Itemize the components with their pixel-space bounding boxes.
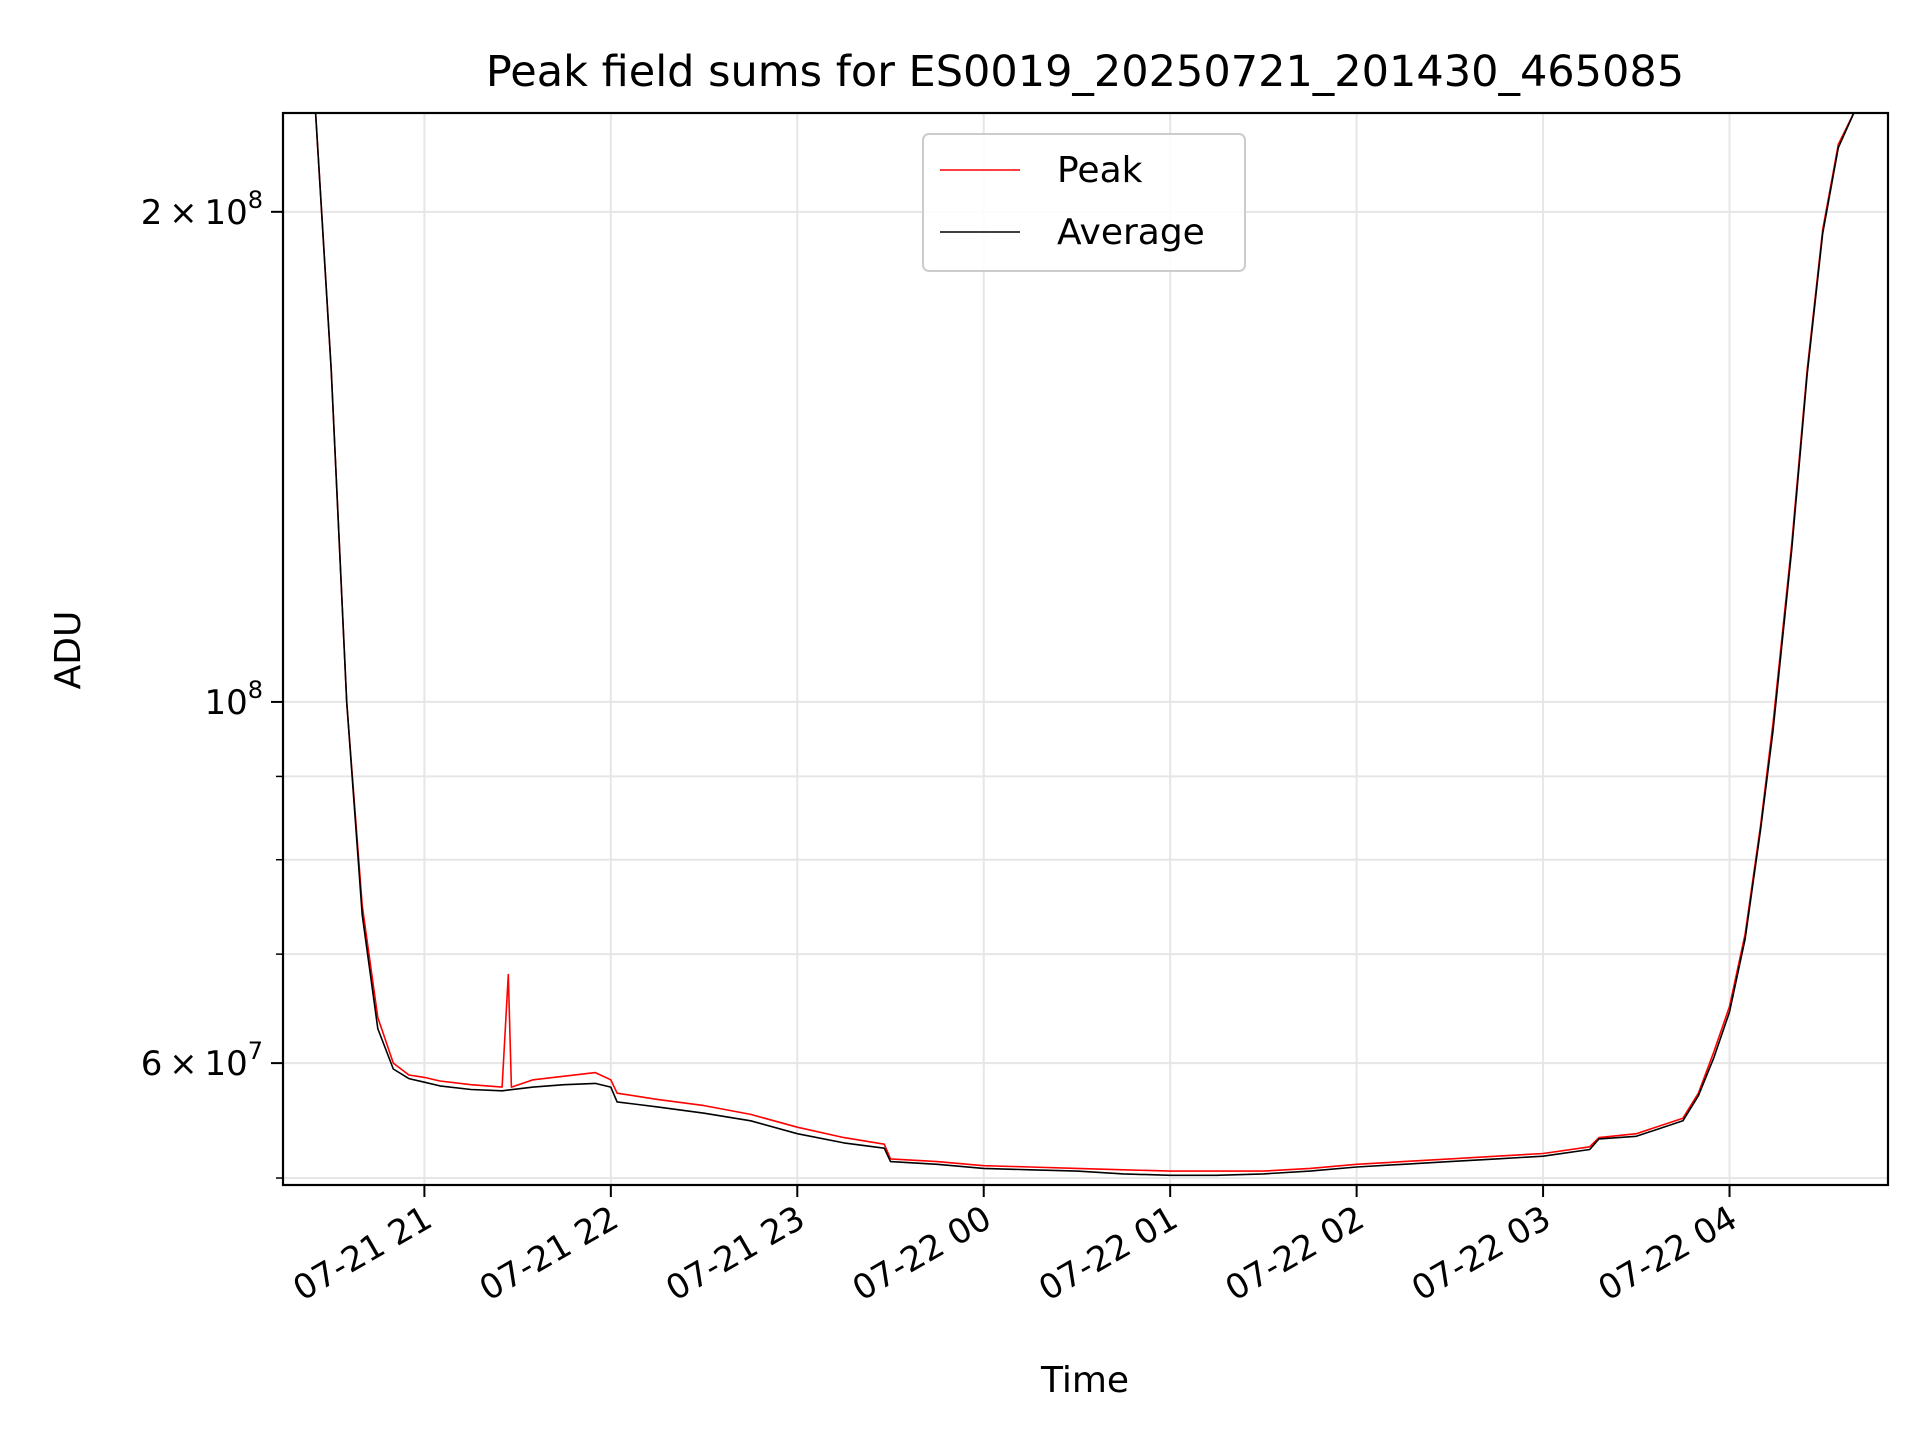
chart-title: Peak field sums for ES0019_20250721_2014… bbox=[486, 47, 1684, 97]
x-tick-label: 07-21 22 bbox=[473, 1198, 625, 1309]
x-tick-label: 07-22 02 bbox=[1219, 1198, 1371, 1309]
y-axis-label: ADU bbox=[48, 611, 89, 690]
x-axis-label: Time bbox=[1040, 1360, 1129, 1401]
peak-series-line bbox=[283, 112, 1888, 1172]
x-tick-label: 07-22 00 bbox=[846, 1198, 998, 1309]
legend-average-label: Average bbox=[1057, 212, 1205, 253]
legend-peak-label: Peak bbox=[1057, 150, 1143, 191]
x-tick-label: 07-22 03 bbox=[1405, 1198, 1557, 1309]
plot-frame bbox=[281, 111, 1890, 1187]
legend: Peak Average bbox=[922, 133, 1246, 272]
series-layer bbox=[283, 112, 1888, 1177]
x-tick-label: 07-21 23 bbox=[659, 1198, 811, 1309]
x-axis: 07-21 21 07-21 22 07-21 23 07-22 00 07-22 01… bbox=[286, 1185, 1744, 1309]
y-tick-label: 2 × 108 bbox=[141, 186, 263, 233]
average-series-line bbox=[283, 112, 1888, 1177]
x-tick-label: 07-22 04 bbox=[1592, 1198, 1744, 1309]
y-tick-label: 6 × 107 bbox=[141, 1037, 263, 1084]
x-tick-label: 07-21 21 bbox=[286, 1198, 438, 1309]
y-tick-label: 108 bbox=[204, 676, 263, 723]
x-tick-label: 07-22 01 bbox=[1032, 1198, 1184, 1309]
grid bbox=[283, 113, 1888, 1185]
legend-box bbox=[922, 133, 1246, 272]
y-axis: 6 × 107 108 2 × 108 bbox=[141, 186, 283, 1179]
